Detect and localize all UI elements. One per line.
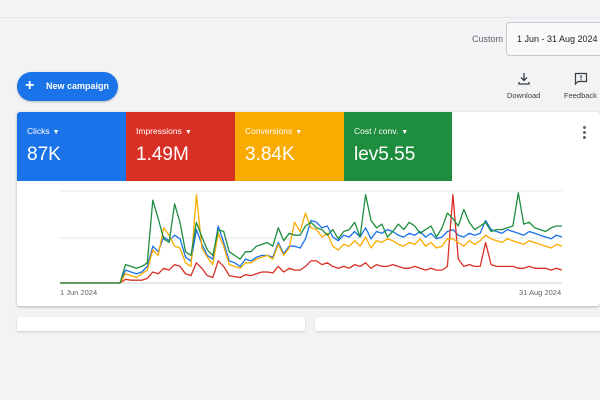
- metric-value: 87K: [27, 144, 61, 165]
- metric-label: Cost / conv.: [354, 126, 399, 136]
- dropdown-caret-icon: ▼: [184, 129, 192, 136]
- series-line-3: [60, 192, 562, 284]
- new-campaign-label: New campaign: [46, 81, 110, 91]
- download-label: Download: [507, 91, 541, 100]
- feedback-label: Feedback: [564, 91, 597, 100]
- performance-line-chart: [60, 190, 563, 284]
- performance-overview-card: Clicks ▼ 87K Impressions ▼ 1.49M Conversio…: [17, 112, 600, 306]
- bottom-card-left: [17, 317, 305, 331]
- metric-clicks[interactable]: Clicks ▼ 87K: [17, 112, 126, 181]
- more-options-icon[interactable]: [582, 126, 588, 142]
- dropdown-caret-icon: ▼: [52, 129, 60, 136]
- bottom-card-right: [315, 317, 600, 331]
- plus-icon: +: [25, 77, 35, 94]
- x-axis-end-label: 31 Aug 2024: [519, 288, 562, 297]
- metric-value: 3.84K: [245, 144, 295, 165]
- date-range-type-label: Custom: [472, 34, 504, 44]
- metric-value: 1.49M: [136, 144, 189, 165]
- metric-impressions[interactable]: Impressions ▼ 1.49M: [126, 112, 235, 181]
- metric-label: Clicks: [27, 126, 50, 136]
- download-icon: [518, 73, 530, 85]
- series-line-2: [60, 194, 563, 284]
- new-campaign-button[interactable]: + New campaign: [17, 72, 118, 101]
- feedback-icon: [574, 72, 588, 86]
- metric-conversions[interactable]: Conversions ▼ 3.84K: [235, 112, 344, 181]
- series-line-0: [60, 219, 563, 284]
- series-line-1: [60, 194, 563, 284]
- x-axis-start-label: 1 Jun 2024: [60, 288, 98, 297]
- dropdown-caret-icon: ▼: [401, 129, 409, 136]
- dropdown-caret-icon: ▼: [295, 129, 303, 136]
- date-range-picker[interactable]: 1 Jun - 31 Aug 2024: [506, 22, 600, 56]
- metric-value: lev5.55: [354, 144, 416, 165]
- date-range-value: 1 Jun - 31 Aug 2024: [517, 34, 598, 44]
- metric-label: Impressions: [136, 126, 182, 136]
- header-divider: [0, 17, 600, 18]
- metric-cost-per-conversion[interactable]: Cost / conv. ▼ lev5.55: [344, 112, 452, 181]
- metric-label: Conversions: [245, 126, 293, 136]
